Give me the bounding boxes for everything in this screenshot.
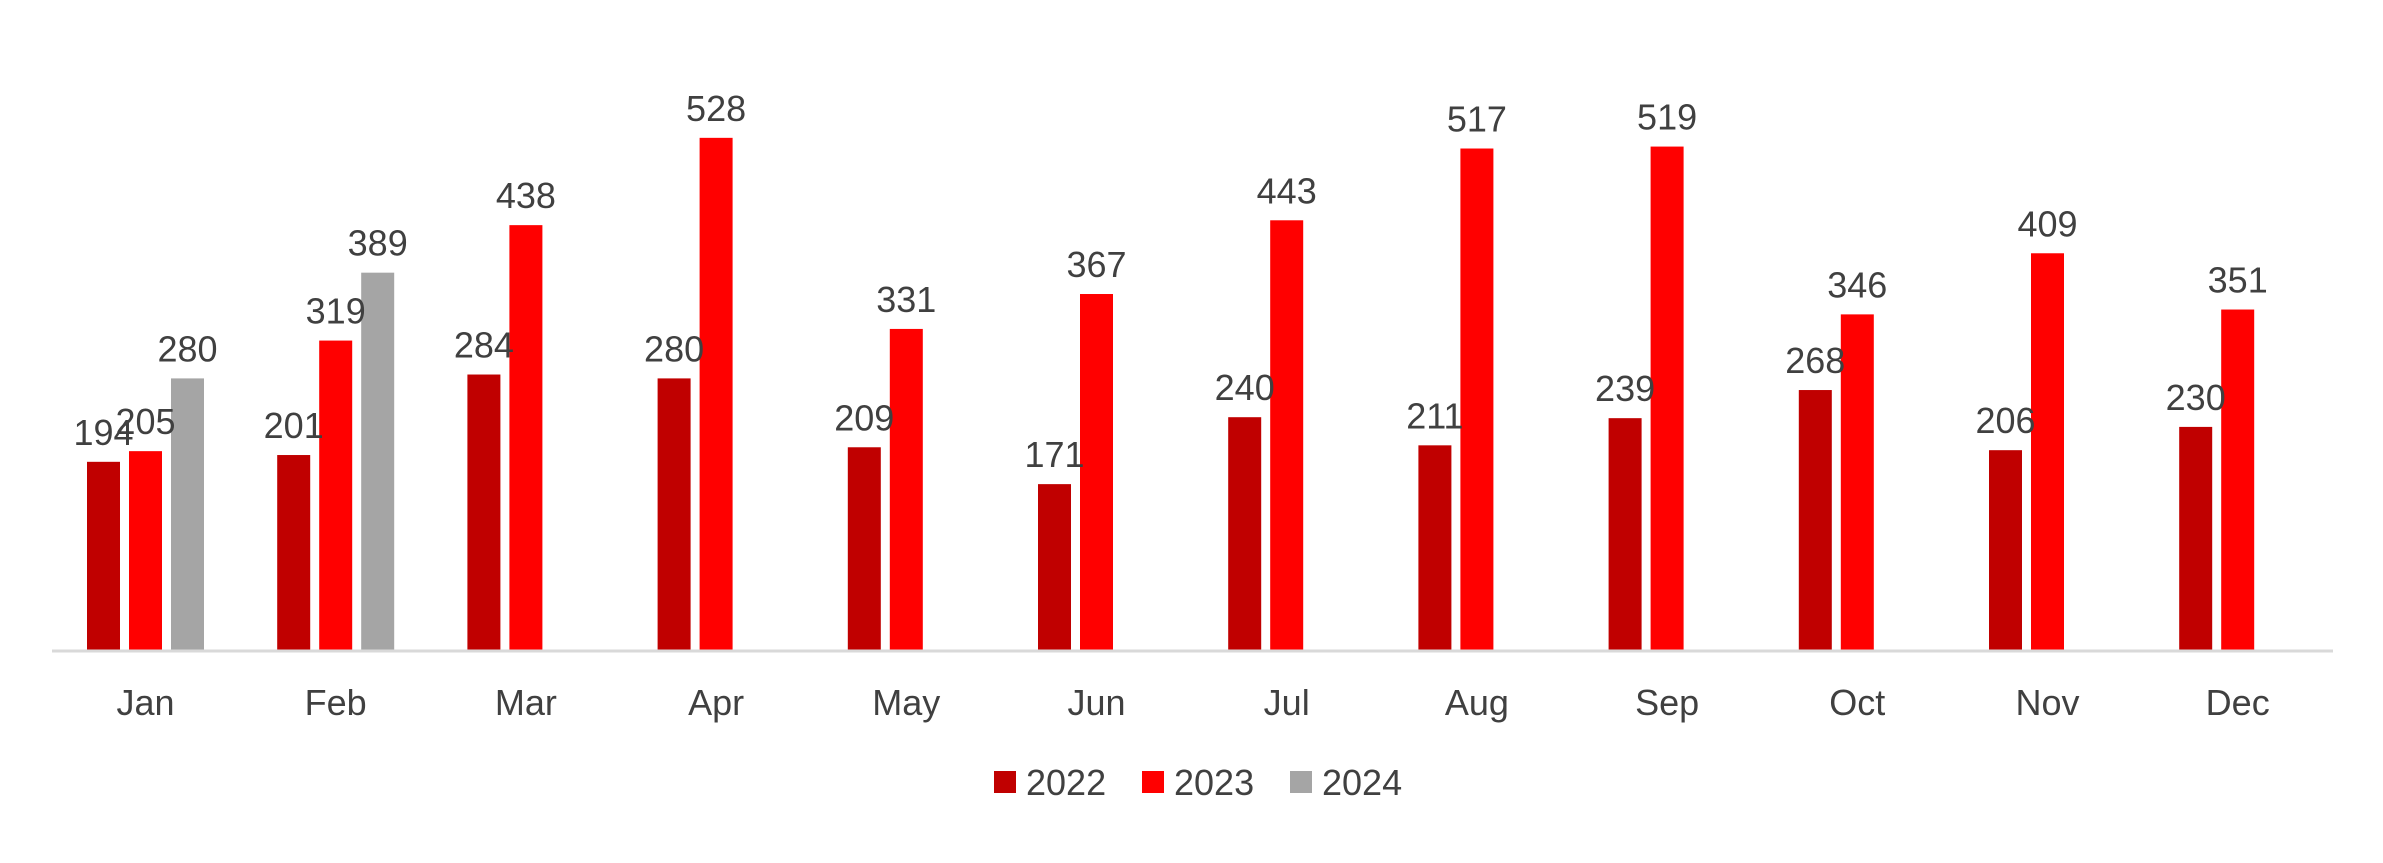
bar-apr-2022 xyxy=(657,378,691,650)
bar-dec-2023 xyxy=(2221,309,2255,650)
legend-label-2022: 2022 xyxy=(1026,762,1106,803)
x-tick-label-feb: Feb xyxy=(305,682,367,723)
bar-jun-2022 xyxy=(1038,484,1071,650)
bar-jan-2023 xyxy=(129,451,162,650)
data-label-apr-2023: 528 xyxy=(686,88,746,129)
legend: 2022 2023 2024 xyxy=(994,762,1402,803)
bar-oct-2022 xyxy=(1798,390,1832,650)
data-label-jan-2022: 194 xyxy=(73,412,133,453)
data-label-aug-2022: 211 xyxy=(1406,395,1463,436)
data-label-aug-2023: 517 xyxy=(1447,99,1507,140)
bar-nov-2022 xyxy=(1989,450,2022,650)
x-tick-label-jul: Jul xyxy=(1264,682,1310,723)
data-label-may-2023: 331 xyxy=(876,279,936,320)
data-label-jun-2022: 171 xyxy=(1024,434,1084,475)
data-label-may-2022: 209 xyxy=(834,397,894,438)
data-label-jul-2022: 240 xyxy=(1215,367,1275,408)
bar-dec-2022 xyxy=(2179,426,2213,650)
bar-sep-2022 xyxy=(1608,418,1642,650)
bar-feb-2022 xyxy=(277,455,311,650)
x-tick-label-may: May xyxy=(872,682,940,723)
data-label-dec-2022: 230 xyxy=(2166,377,2226,418)
legend-label-2024: 2024 xyxy=(1322,762,1402,803)
x-tick-label-jun: Jun xyxy=(1067,682,1125,723)
bars-layer xyxy=(87,137,2255,651)
x-tick-label-sep: Sep xyxy=(1635,682,1699,723)
x-tick-label-aug: Aug xyxy=(1445,682,1509,723)
x-tick-label-jan: Jan xyxy=(116,682,174,723)
bar-nov-2023 xyxy=(2031,253,2064,650)
data-label-jan-2023: 205 xyxy=(115,401,175,442)
data-label-feb-2024: 389 xyxy=(348,223,408,264)
data-label-mar-2023: 438 xyxy=(496,175,556,216)
data-label-mar-2022: 284 xyxy=(454,325,514,366)
bar-jul-2022 xyxy=(1228,417,1262,650)
x-tick-label-mar: Mar xyxy=(495,682,557,723)
data-label-apr-2022: 280 xyxy=(644,328,704,369)
data-label-nov-2023: 409 xyxy=(2017,203,2077,244)
data-label-dec-2023: 351 xyxy=(2208,260,2268,301)
data-label-feb-2023: 319 xyxy=(306,291,366,332)
bar-aug-2023 xyxy=(1460,148,1494,650)
bar-feb-2023 xyxy=(319,340,353,650)
legend-swatch-2024 xyxy=(1290,771,1312,793)
data-label-feb-2022: 201 xyxy=(264,405,324,446)
bar-jan-2022 xyxy=(87,461,120,650)
x-tick-label-nov: Nov xyxy=(2015,682,2079,723)
bar-jun-2023 xyxy=(1080,294,1113,650)
legend-label-2023: 2023 xyxy=(1174,762,1254,803)
data-label-oct-2023: 346 xyxy=(1827,264,1887,305)
data-label-sep-2023: 519 xyxy=(1637,97,1697,138)
data-label-sep-2022: 239 xyxy=(1595,368,1655,409)
data-label-jun-2023: 367 xyxy=(1066,244,1126,285)
bar-sep-2023 xyxy=(1650,146,1684,650)
bar-mar-2023 xyxy=(509,225,543,650)
bar-mar-2022 xyxy=(467,374,501,650)
data-label-jan-2024: 280 xyxy=(157,328,217,369)
bar-apr-2023 xyxy=(699,137,733,651)
bar-may-2022 xyxy=(847,447,881,650)
x-axis-ticks: Jan Feb Mar Apr May Jun Jul Aug Sep Oct Nov Dec xyxy=(116,682,2269,723)
bar-may-2023 xyxy=(889,328,923,650)
x-tick-label-oct: Oct xyxy=(1829,682,1885,723)
legend-swatch-2023 xyxy=(1142,771,1164,793)
x-tick-label-apr: Apr xyxy=(688,682,744,723)
bar-oct-2023 xyxy=(1840,314,1874,650)
bar-jan-2024 xyxy=(171,378,204,650)
bar-aug-2022 xyxy=(1418,445,1452,650)
data-label-oct-2022: 268 xyxy=(1785,340,1845,381)
bar-jul-2023 xyxy=(1270,220,1304,651)
data-label-jul-2023: 443 xyxy=(1257,170,1317,211)
legend-swatch-2022 xyxy=(994,771,1016,793)
x-tick-label-dec: Dec xyxy=(2206,682,2270,723)
data-label-nov-2022: 206 xyxy=(1975,400,2035,441)
bar-feb-2024 xyxy=(361,272,395,650)
